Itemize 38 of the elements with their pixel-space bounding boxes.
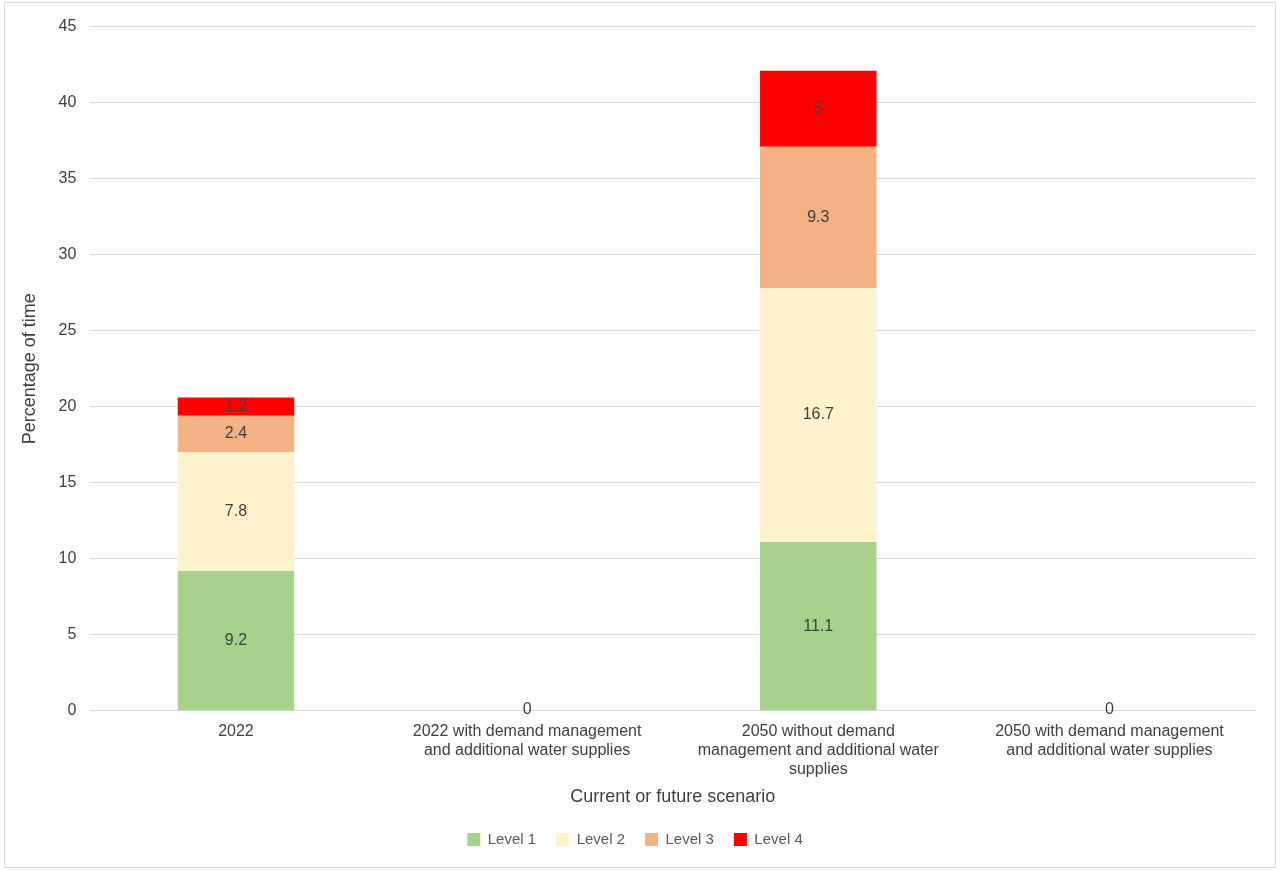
legend-label: Level 3	[665, 829, 714, 847]
data-label: 7.8	[224, 502, 248, 520]
y-tick-label: 40	[58, 93, 77, 111]
legend-label: Level 1	[487, 829, 537, 847]
bar	[177, 452, 295, 571]
data-label: 2.4	[224, 424, 248, 442]
data-label: 16.7	[802, 405, 834, 423]
legend-label: Level 4	[754, 829, 803, 847]
y-tick-label: 25	[58, 321, 77, 339]
y-tick-label: 10	[58, 549, 77, 567]
x-tick-label: 2022 with demand management and additional water supplies	[412, 721, 642, 759]
data-label: 1.2	[224, 397, 248, 415]
bar	[760, 70, 877, 147]
data-label: 11.1	[803, 616, 834, 634]
y-tick-label: 20	[58, 397, 77, 415]
y-tick-label: 45	[58, 17, 77, 35]
data-label: 5	[813, 99, 823, 117]
bar	[177, 570, 295, 711]
y-tick-label: 30	[58, 245, 77, 263]
data-label: 9.2	[224, 631, 248, 649]
y-tick-label: 0	[67, 701, 77, 719]
bar	[177, 415, 295, 453]
data-label: 0	[522, 700, 532, 718]
x-tick-label: 2022	[218, 721, 254, 739]
bar	[177, 397, 295, 416]
y-axis-title: Percentage of time	[18, 293, 39, 445]
y-tick-label: 15	[58, 473, 77, 491]
data-label: 0	[1104, 700, 1114, 718]
bar	[760, 288, 877, 543]
data-label: 9.3	[807, 207, 830, 225]
x-tick-label: 2050 with demand management and additional water supplies	[995, 721, 1225, 759]
bar	[760, 146, 877, 289]
x-tick-label: 2050 without demand management and additional water supplies	[697, 721, 940, 778]
bar	[760, 542, 877, 711]
x-axis-title: Current or future scenario	[570, 786, 776, 807]
y-tick-label: 5	[67, 625, 77, 643]
legend-label: Level 2	[576, 829, 626, 847]
y-tick-label: 35	[58, 169, 77, 187]
